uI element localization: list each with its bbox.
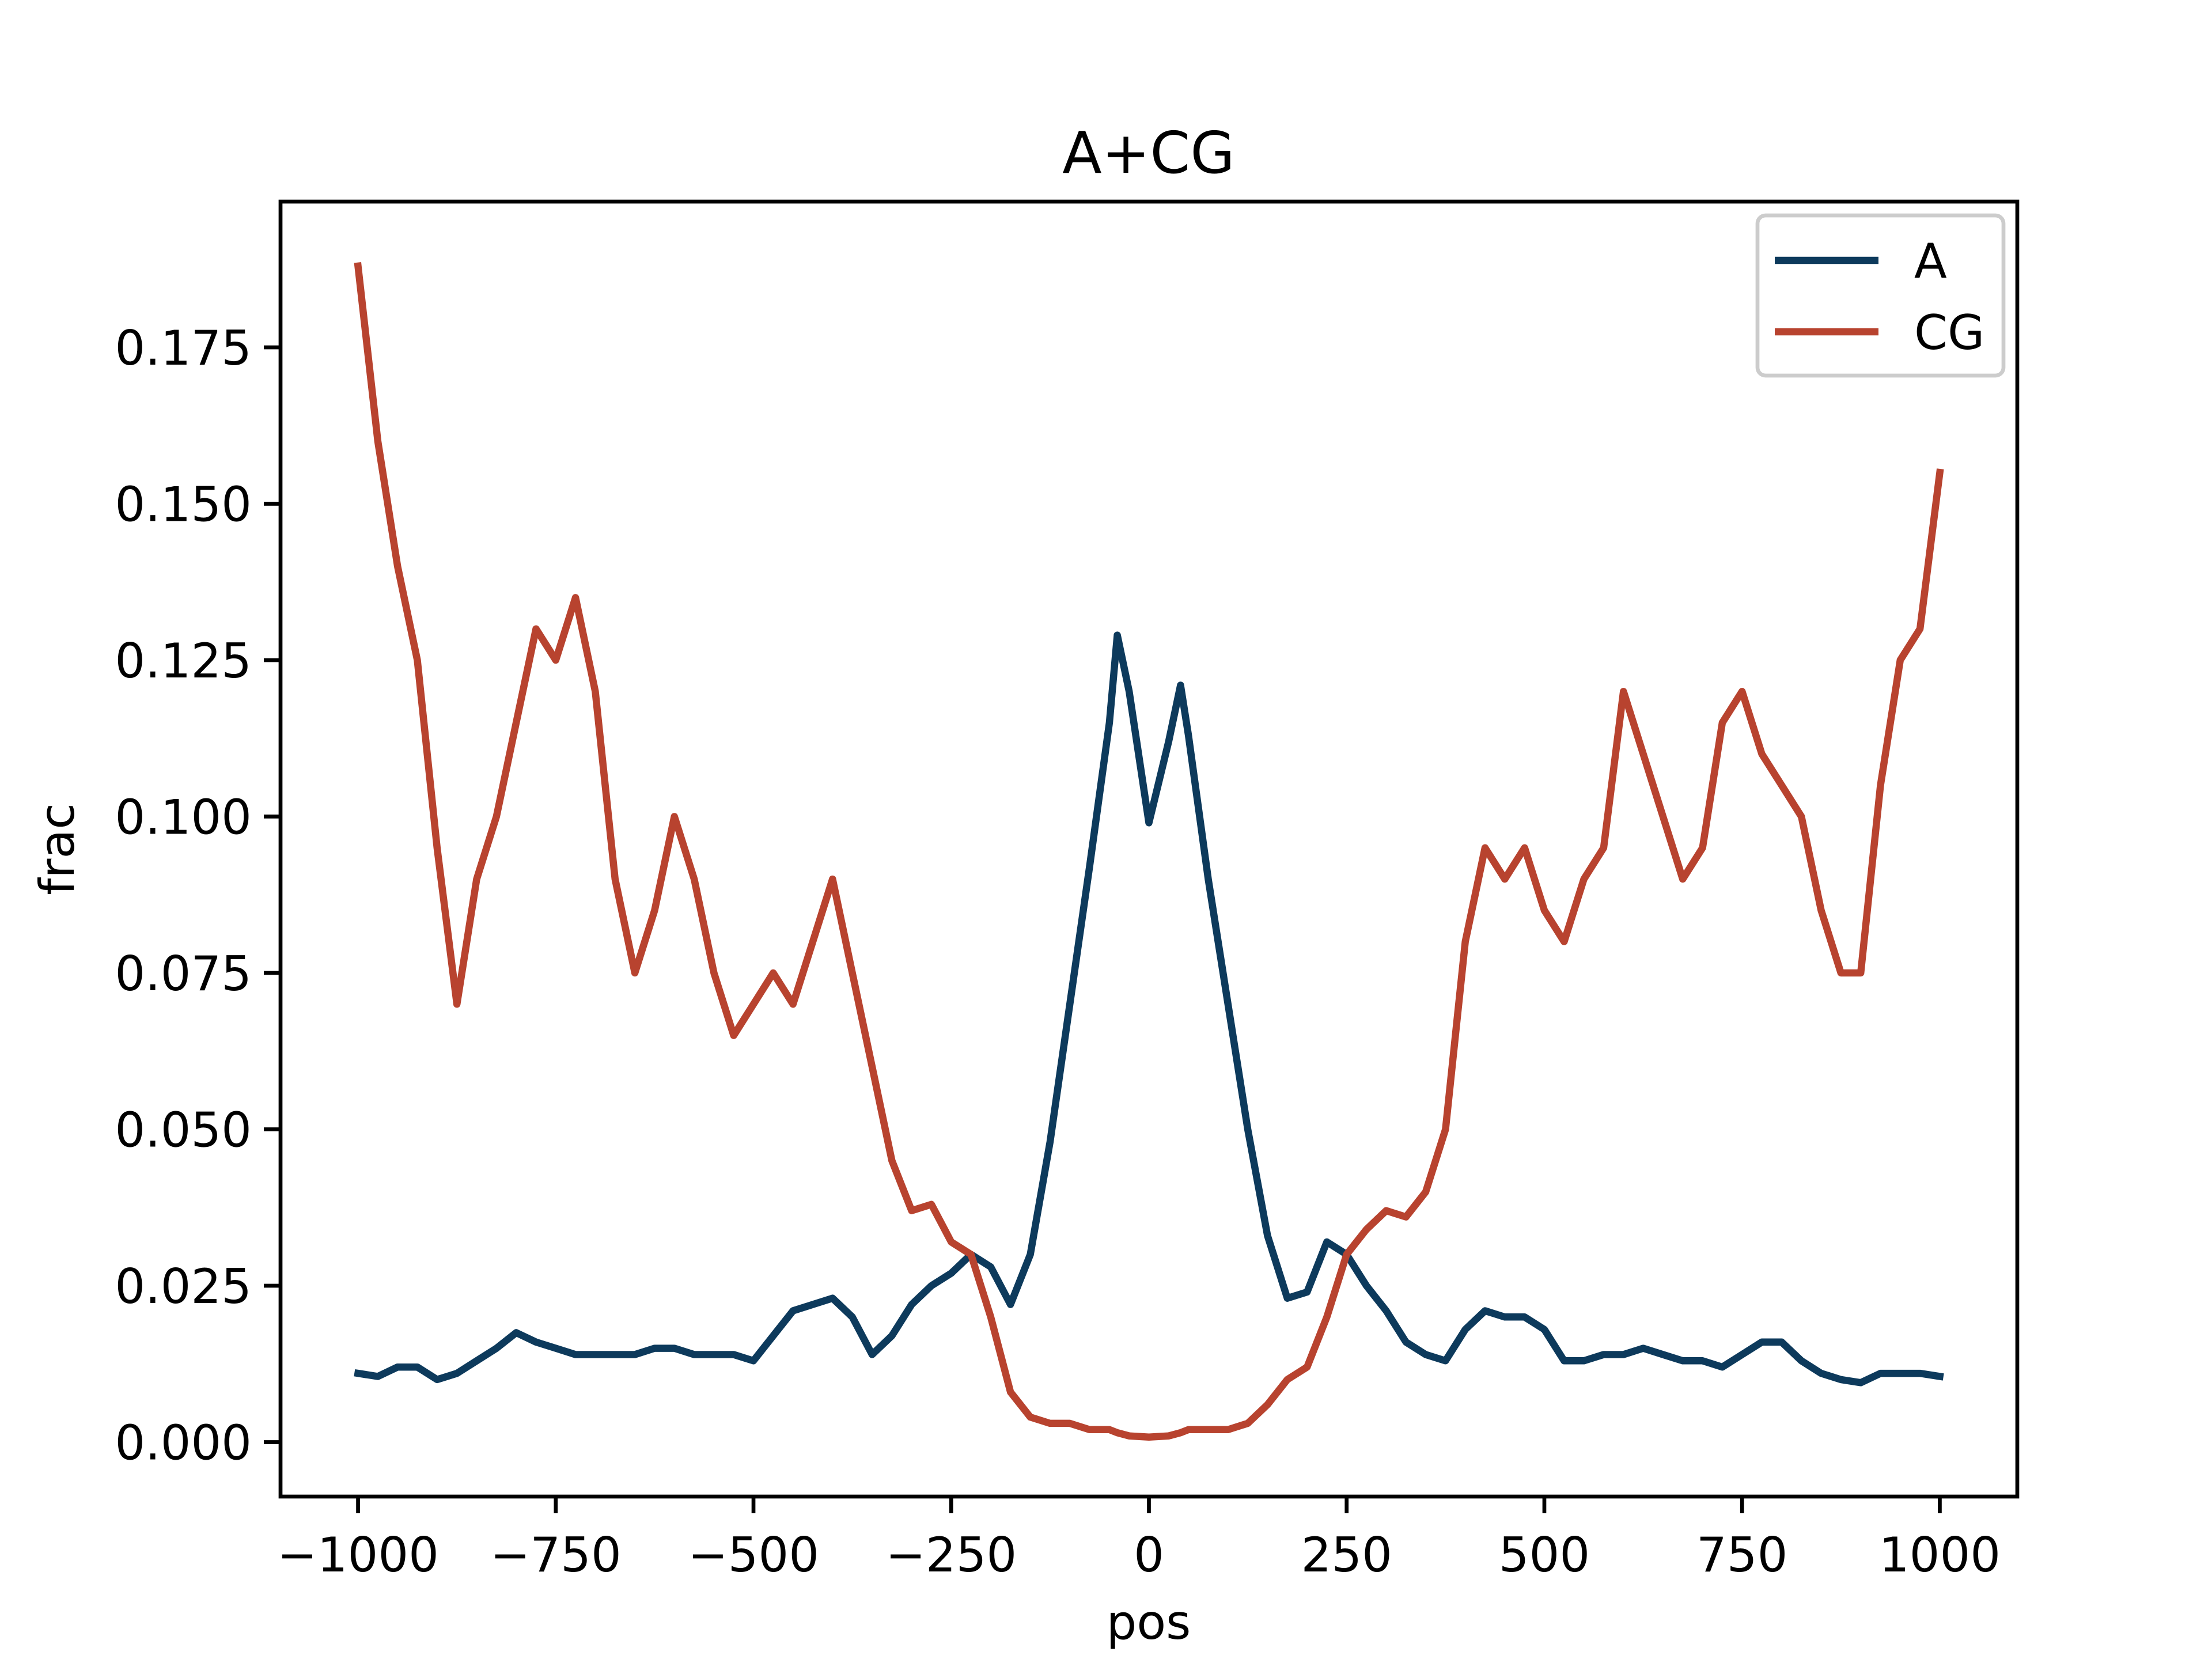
- line-series: [354, 631, 1944, 1387]
- y-axis-label: frac: [29, 803, 85, 895]
- line-series: [354, 262, 1944, 1441]
- x-tick-label: −750: [490, 1527, 622, 1583]
- y-tick-label: 0.025: [115, 1259, 252, 1315]
- x-tick-label: 0: [1134, 1527, 1164, 1583]
- y-tick-label: 0.125: [115, 633, 252, 689]
- x-axis-label: pos: [1107, 1594, 1191, 1650]
- x-tick-label: 500: [1499, 1527, 1590, 1583]
- y-tick-label: 0.175: [115, 320, 252, 376]
- chart-title: A+CG: [1062, 119, 1235, 187]
- legend-label: A: [1914, 233, 1947, 289]
- y-tick-label: 0.075: [115, 946, 252, 1002]
- y-tick-label: 0.050: [115, 1103, 252, 1158]
- x-tick-label: −250: [885, 1527, 1017, 1583]
- x-tick-label: −1000: [277, 1527, 439, 1583]
- y-tick-label: 0.150: [115, 477, 252, 533]
- plot-frame: [278, 199, 2020, 1499]
- x-tick-label: 1000: [1879, 1527, 2001, 1583]
- y-tick-label: 0.000: [115, 1415, 252, 1471]
- x-tick-label: −500: [688, 1527, 819, 1583]
- x-tick-label: 250: [1301, 1527, 1392, 1583]
- legend-label: CG: [1914, 305, 1984, 361]
- x-tick-label: 750: [1696, 1527, 1787, 1583]
- legend-box: [1755, 213, 2006, 378]
- y-tick-label: 0.100: [115, 790, 252, 846]
